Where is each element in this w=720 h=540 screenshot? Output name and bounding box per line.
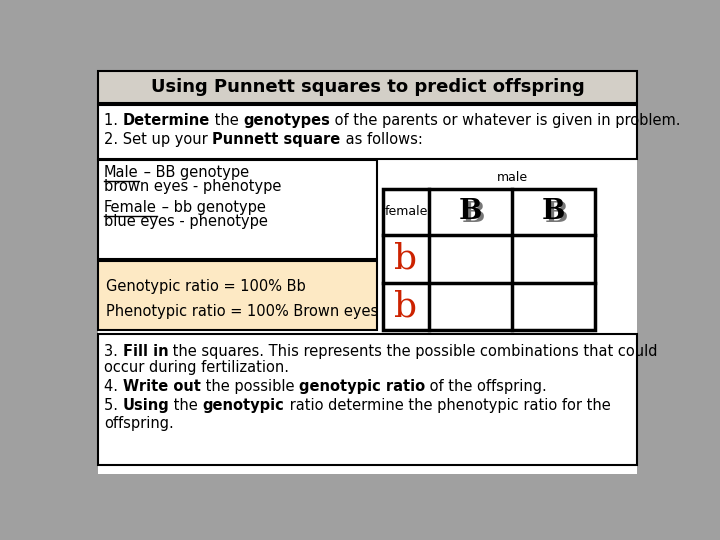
- Text: occur during fertilization.: occur during fertilization.: [104, 360, 289, 375]
- Text: Phenotypic ratio = 100% Brown eyes: Phenotypic ratio = 100% Brown eyes: [106, 303, 378, 319]
- Text: ratio determine the phenotypic ratio for the: ratio determine the phenotypic ratio for…: [284, 399, 611, 414]
- Text: B: B: [544, 201, 568, 228]
- Text: 5.: 5.: [104, 399, 122, 414]
- Text: of the parents or whatever is given in problem.: of the parents or whatever is given in p…: [330, 113, 680, 128]
- Bar: [383, 189, 595, 330]
- Bar: [98, 334, 637, 465]
- Text: the: the: [210, 113, 243, 128]
- Text: Male: Male: [104, 165, 139, 180]
- Text: B: B: [462, 201, 485, 228]
- Text: the: the: [169, 399, 203, 414]
- Text: genotypes: genotypes: [243, 113, 330, 128]
- Text: Write out: Write out: [122, 379, 201, 394]
- Bar: [98, 105, 637, 159]
- Text: B: B: [542, 198, 565, 225]
- Text: b: b: [395, 242, 418, 276]
- Text: brown eyes - phenotype: brown eyes - phenotype: [104, 179, 282, 194]
- Text: Genotypic ratio = 100% Bb: Genotypic ratio = 100% Bb: [106, 279, 305, 294]
- Text: 4.: 4.: [104, 379, 122, 394]
- Text: – bb genotype: – bb genotype: [157, 200, 266, 215]
- Text: Determine: Determine: [122, 113, 210, 128]
- Bar: [98, 71, 637, 103]
- Text: offspring.: offspring.: [104, 416, 174, 431]
- Text: 2. Set up your: 2. Set up your: [104, 132, 212, 147]
- Text: as follows:: as follows:: [341, 132, 423, 147]
- Text: male: male: [497, 171, 528, 184]
- Text: Punnett square: Punnett square: [212, 132, 341, 147]
- Text: 1.: 1.: [104, 113, 122, 128]
- Text: Using: Using: [122, 399, 169, 414]
- Text: of the offspring.: of the offspring.: [425, 379, 546, 394]
- Text: female: female: [384, 205, 428, 218]
- Text: Fill in: Fill in: [122, 344, 168, 359]
- Text: genotypic: genotypic: [203, 399, 284, 414]
- Text: the possible: the possible: [201, 379, 299, 394]
- Text: genotypic ratio: genotypic ratio: [299, 379, 425, 394]
- Text: 3.: 3.: [104, 344, 122, 359]
- Text: – BB genotype: – BB genotype: [139, 165, 249, 180]
- Text: Using Punnett squares to predict offspring: Using Punnett squares to predict offspri…: [150, 78, 585, 96]
- Text: Female: Female: [104, 200, 157, 215]
- Text: B: B: [459, 198, 482, 225]
- Text: the squares. This represents the possible combinations that could: the squares. This represents the possibl…: [168, 344, 658, 359]
- Text: blue eyes - phenotype: blue eyes - phenotype: [104, 214, 268, 228]
- Text: b: b: [395, 289, 418, 323]
- Bar: [98, 160, 377, 259]
- Bar: [98, 261, 377, 330]
